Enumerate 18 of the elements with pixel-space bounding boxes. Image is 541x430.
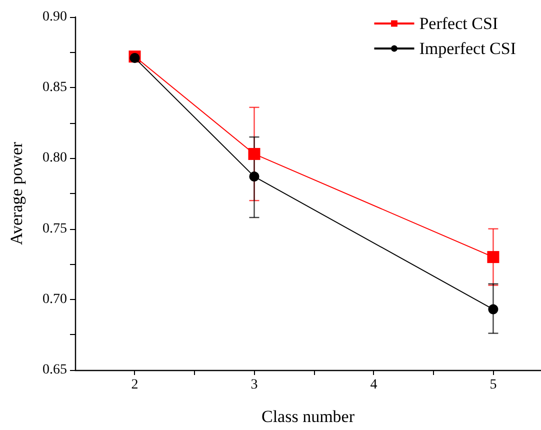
y-tick-label: 0.90	[42, 10, 67, 24]
point	[249, 172, 260, 182]
y-tick-label: 0.70	[42, 292, 67, 307]
point	[488, 304, 498, 314]
y-tick-label: 0.75	[42, 221, 67, 236]
legend-label: Perfect CSI	[419, 14, 498, 33]
legend-label: Imperfect CSI	[419, 39, 516, 58]
point	[487, 251, 500, 264]
x-tick-label: 3	[250, 378, 258, 392]
x-tick-label: 2	[131, 378, 138, 392]
y-tick-label: 0.80	[42, 150, 67, 166]
x-axis-title: Class number	[261, 407, 355, 426]
y-tick-label: 0.65	[42, 362, 67, 378]
y-axis-title: Average power	[7, 142, 26, 246]
point	[248, 148, 260, 160]
y-tick-label: 0.85	[42, 80, 67, 96]
x-tick-label: 5	[490, 378, 497, 392]
x-tick-label: 4	[370, 378, 378, 392]
